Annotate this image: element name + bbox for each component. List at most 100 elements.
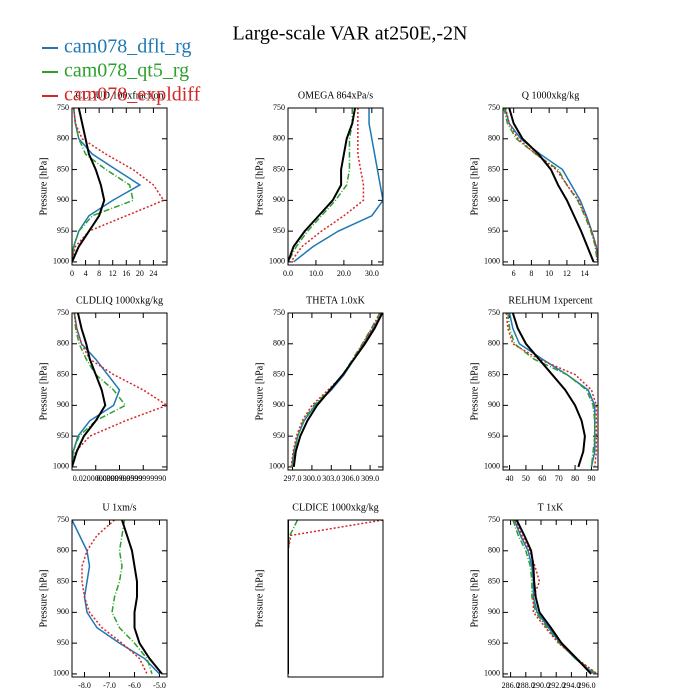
plot-frame [71,312,168,471]
x-tick-label: 30.0 [365,269,379,278]
x-tick-label: 294.0 [562,681,580,690]
profile-line [288,520,383,674]
lines [72,313,167,468]
x-tick-label: 288.0 [517,681,535,690]
legend-label: cam078_qt5_rg [64,60,189,82]
x-tick-label: 309.0 [361,474,379,483]
x-tick-label: 0.0 [283,269,293,278]
profile-line [291,313,383,468]
panel-title: CLOUD 100xfraction [75,90,163,101]
y-tick-label: 1000 [53,669,69,678]
y-tick-label: 750 [273,308,285,317]
profile-line [511,313,586,468]
y-tick-label: 800 [57,134,69,143]
y-tick-label: 850 [488,164,500,173]
panel-title: U 1xm/s [102,502,136,513]
x-tick-label: 306.0 [342,474,360,483]
x-tick-label: 292.0 [547,681,565,690]
profile-line [513,520,595,675]
y-tick-label: 800 [57,339,69,348]
y-tick-label: 900 [488,400,500,409]
profile-line [507,313,596,467]
plot-frame [287,519,384,678]
lines [505,313,598,468]
y-tick-label: 900 [57,607,69,616]
panel-title: RELHUM 1xpercent [508,295,592,306]
lines [512,520,598,675]
x-tick-label: 90 [587,474,595,483]
y-tick-label: 850 [57,164,69,173]
lines [72,520,163,675]
plot-frame [71,107,168,266]
x-tick-label: 60 [538,474,546,483]
y-tick-label: 1000 [484,669,500,678]
profile-line [290,108,365,263]
x-tick-label: 290.0 [532,681,550,690]
y-tick-label: 950 [57,226,69,235]
plot-frame [502,519,599,678]
y-axis-label: Pressure [hPa] [38,569,49,627]
x-tick-label: 303.0 [322,474,340,483]
x-tick-label: 300.0 [303,474,321,483]
panel-title: Q 1000xkg/kg [522,90,580,101]
x-tick-label: 16 [122,269,130,278]
y-tick-label: 1000 [484,462,500,471]
y-tick-label: 900 [488,195,500,204]
y-tick-label: 850 [488,369,500,378]
y-tick-label: 950 [57,431,69,440]
x-tick-label: 80 [571,474,579,483]
y-tick-label: 750 [57,308,69,317]
x-tick-label: 296.0 [578,681,596,690]
profile-line [72,313,167,468]
profile-line [72,108,165,263]
x-tick-label: 8 [97,269,101,278]
x-tick-label: 20.0 [337,269,351,278]
y-axis-label: Pressure [hPa] [254,569,265,627]
y-axis-label: Pressure [hPa] [254,362,265,420]
y-axis-label: Pressure [hPa] [38,362,49,420]
y-tick-label: 750 [488,515,500,524]
x-tick-label: 24 [149,269,157,278]
lines [288,108,383,263]
y-tick-label: 950 [488,638,500,647]
x-tick-label: 4 [84,269,88,278]
profile-line [72,108,134,263]
panel-title: OMEGA 864xPa/s [298,90,373,101]
y-tick-label: 1000 [53,462,69,471]
y-tick-label: 900 [57,195,69,204]
x-tick-label: 70 [555,474,563,483]
y-tick-label: 850 [57,369,69,378]
x-tick-label: -6.0 [128,681,141,690]
profile-line [514,520,598,675]
y-tick-label: 750 [57,103,69,112]
y-tick-label: 900 [488,607,500,616]
x-tick-label: 14 [581,269,589,278]
profile-line [291,313,381,468]
y-tick-label: 1000 [269,257,285,266]
x-tick-label: -8.0 [78,681,91,690]
profile-line [121,520,163,675]
plot-frame [502,312,599,471]
plot-frame [502,107,599,266]
lines [288,520,383,674]
legend-label: cam078_expldiff [64,84,201,106]
profile-line [292,313,383,468]
profile-line [512,520,597,675]
x-tick-label: 12 [563,269,571,278]
y-tick-label: 750 [57,515,69,524]
y-tick-label: 1000 [484,257,500,266]
x-tick-label: 297.0 [284,474,302,483]
y-tick-label: 800 [57,546,69,555]
x-tick-label: 0.0200000000 [73,474,119,483]
x-tick-label: 12 [109,269,117,278]
y-tick-label: 900 [273,195,285,204]
y-tick-label: 950 [488,431,500,440]
x-tick-label: -7.0 [103,681,116,690]
y-tick-label: 800 [488,546,500,555]
y-tick-label: 950 [488,226,500,235]
y-axis-label: Pressure [hPa] [38,157,49,215]
y-tick-label: 900 [57,400,69,409]
y-tick-label: 850 [273,369,285,378]
profile-line [505,313,598,467]
